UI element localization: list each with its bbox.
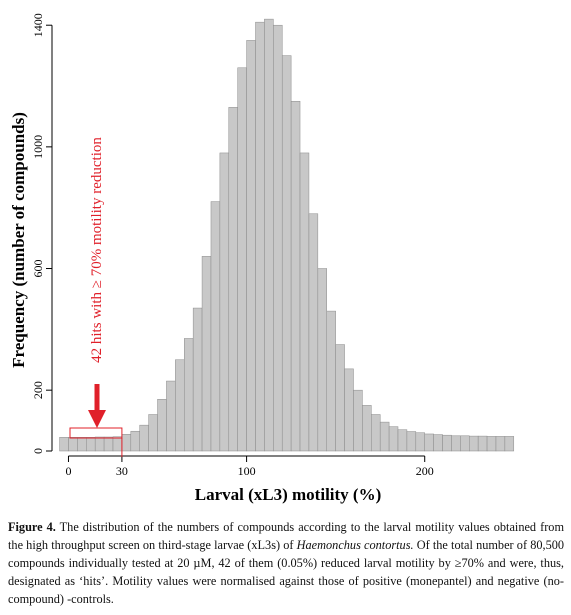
bar bbox=[344, 368, 354, 452]
bar bbox=[290, 100, 301, 452]
bar bbox=[130, 430, 140, 452]
bar bbox=[335, 344, 345, 452]
bar bbox=[112, 436, 123, 452]
bar bbox=[219, 152, 230, 452]
bar bbox=[317, 268, 327, 452]
bar bbox=[59, 437, 69, 452]
bar bbox=[486, 436, 497, 452]
bar bbox=[201, 256, 212, 452]
y-tick-label: 1400 bbox=[31, 13, 45, 37]
bar bbox=[353, 389, 363, 452]
bar bbox=[157, 399, 167, 452]
bar bbox=[237, 67, 247, 452]
bar bbox=[94, 436, 105, 452]
bar bbox=[433, 434, 443, 452]
bar bbox=[139, 424, 149, 452]
bar bbox=[326, 310, 336, 452]
y-tick-label: 600 bbox=[31, 260, 45, 278]
caption: Figure 4. The distribution of the number… bbox=[8, 518, 564, 608]
y-axis-label: Frequency (number of compounds) bbox=[9, 112, 28, 368]
caption-text: Of the total number of 80,500 compounds … bbox=[8, 538, 565, 606]
y-tick-label: 200 bbox=[31, 381, 45, 399]
bar bbox=[415, 432, 425, 452]
bar bbox=[442, 434, 452, 452]
bar bbox=[379, 421, 390, 452]
annotation: 42 hits with ≥ 70% motility reduction bbox=[89, 137, 105, 363]
caption-species: Haemonchus contortus. bbox=[296, 538, 414, 552]
x-tick-label: 0 bbox=[65, 464, 71, 478]
bar bbox=[469, 435, 479, 452]
bar bbox=[228, 107, 238, 452]
caption-label: Figure 4. bbox=[8, 520, 56, 534]
arrow-head bbox=[88, 410, 106, 428]
bar bbox=[264, 18, 274, 452]
bar bbox=[210, 201, 221, 452]
bar bbox=[281, 55, 292, 452]
bar bbox=[477, 435, 488, 452]
bar bbox=[424, 433, 434, 452]
bar bbox=[495, 436, 506, 452]
bar bbox=[308, 213, 319, 452]
bar bbox=[451, 435, 461, 452]
bar bbox=[175, 359, 185, 452]
bar bbox=[148, 414, 158, 452]
bar bbox=[68, 437, 78, 452]
bar bbox=[273, 24, 283, 452]
x-tick-label: 200 bbox=[416, 464, 434, 478]
bar bbox=[397, 429, 408, 452]
bar bbox=[460, 435, 470, 452]
bar bbox=[121, 434, 132, 452]
bar bbox=[299, 152, 310, 452]
bar bbox=[388, 426, 399, 452]
bar bbox=[166, 380, 176, 452]
bar bbox=[103, 436, 114, 452]
bar bbox=[255, 21, 265, 452]
bar bbox=[246, 40, 256, 452]
hits-box bbox=[69, 427, 123, 439]
bar bbox=[192, 307, 203, 452]
bar bbox=[86, 437, 96, 452]
x-axis-label: Larval (xL3) motility (%) bbox=[195, 485, 382, 504]
bar bbox=[362, 405, 372, 452]
bar bbox=[77, 437, 87, 452]
y-tick-label: 1000 bbox=[31, 135, 45, 159]
bar bbox=[504, 436, 515, 452]
x-tick-label: 30 bbox=[116, 464, 128, 478]
bar bbox=[406, 431, 417, 452]
caption-text: The distribution of the numbers of compo… bbox=[8, 520, 565, 552]
bar bbox=[184, 338, 194, 452]
chart: Frequency (number of compounds) Larval (… bbox=[9, 13, 515, 504]
x-tick-label: 100 bbox=[238, 464, 256, 478]
bar bbox=[371, 414, 381, 452]
y-tick-label: 0 bbox=[31, 448, 45, 454]
